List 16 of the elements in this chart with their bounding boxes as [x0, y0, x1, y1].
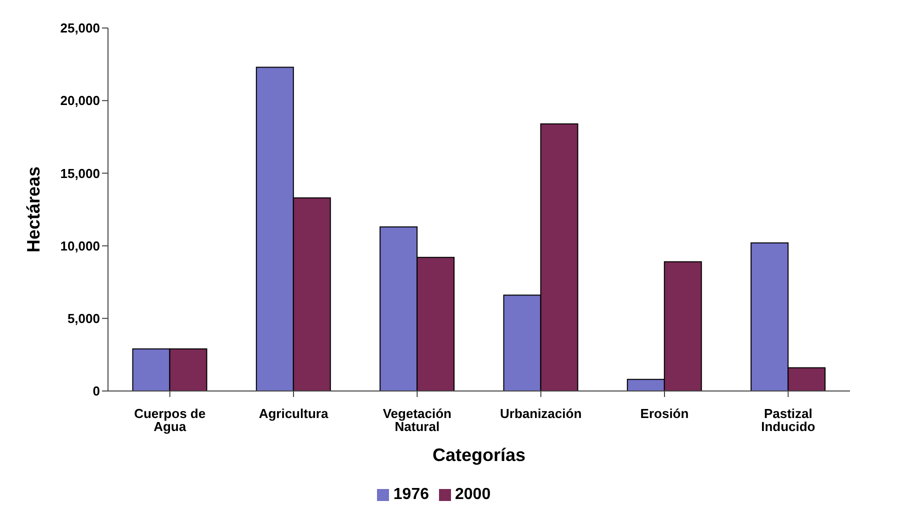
x-tick-label: Erosión — [640, 406, 689, 422]
legend-label: 2000 — [455, 486, 491, 503]
x-tick-label: Pastizal Inducido — [761, 406, 816, 434]
x-tick-label: Agricultura — [258, 406, 329, 422]
x-tick-label: Vegetación Natural — [382, 406, 452, 434]
y-tick-label: 5,000 — [67, 311, 100, 326]
x-tick-label: Urbanización — [500, 406, 582, 422]
x-axis-title: Categorías — [432, 445, 526, 465]
y-tick-label: 25,000 — [60, 20, 100, 36]
legend-label: 1976 — [393, 486, 429, 503]
y-tick-label: 0 — [92, 384, 100, 399]
y-tick-label: 10,000 — [60, 238, 100, 254]
y-tick-label: 20,000 — [60, 93, 100, 108]
y-axis-title: Hectáreas — [23, 166, 44, 253]
x-tick-label: Cuerpos de Agua — [134, 406, 206, 434]
y-tick-label: 15,000 — [60, 166, 100, 181]
